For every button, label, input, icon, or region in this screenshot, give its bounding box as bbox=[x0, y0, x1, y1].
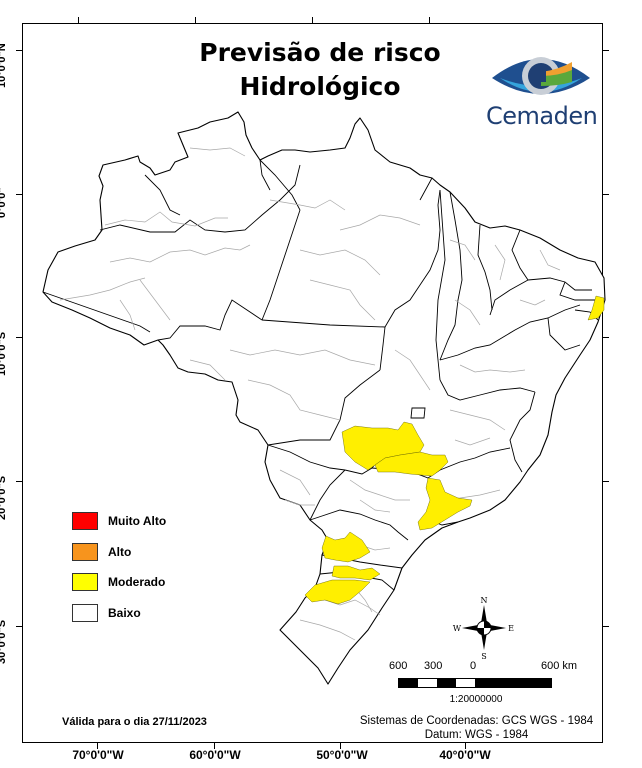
legend-item-alto: Alto bbox=[72, 537, 166, 568]
legend-item-baixo: Baixo bbox=[72, 598, 166, 629]
tick-right bbox=[603, 50, 609, 51]
longitude-label: 60°0'0"W bbox=[189, 748, 241, 762]
title-line-2: Hidrológico bbox=[239, 72, 401, 101]
legend-swatch bbox=[72, 512, 98, 531]
legend: Muito Alto Alto Moderado Baixo bbox=[72, 506, 166, 628]
legend-swatch bbox=[72, 573, 98, 592]
tick-top bbox=[195, 17, 196, 23]
legend-swatch bbox=[72, 603, 98, 622]
legend-item-muito-alto: Muito Alto bbox=[72, 506, 166, 537]
risk-area-moderado bbox=[341, 421, 425, 471]
legend-item-moderado: Moderado bbox=[72, 567, 166, 598]
tick-left bbox=[16, 626, 22, 627]
valid-date: Válida para o dia 27/11/2023 bbox=[62, 716, 207, 728]
brazil-outline bbox=[42, 111, 606, 685]
scale-ratio: 1:20000000 bbox=[449, 694, 503, 705]
compass-n: N bbox=[481, 596, 488, 605]
datum-text: Datum: WGS - 1984 bbox=[424, 729, 529, 741]
tick-bottom bbox=[97, 743, 98, 749]
title-line-1: Previsão de risco bbox=[199, 38, 441, 67]
legend-label: Muito Alto bbox=[108, 514, 167, 529]
legend-label: Alto bbox=[108, 544, 132, 559]
cemaden-logo: Cemaden bbox=[486, 48, 598, 136]
tick-left bbox=[16, 194, 22, 195]
tick-left bbox=[16, 337, 22, 338]
scale-bar: 600 300 0 600 km 1:20000000 bbox=[389, 660, 586, 705]
longitude-label: 50°0'0"W bbox=[316, 748, 368, 762]
scale-label: 300 bbox=[424, 660, 443, 672]
legend-swatch bbox=[72, 542, 98, 561]
tick-bottom bbox=[340, 743, 341, 749]
tick-top bbox=[312, 17, 313, 23]
compass-s: S bbox=[481, 652, 486, 660]
scale-bar-graphic bbox=[398, 678, 552, 688]
scale-label: 600 km bbox=[541, 660, 578, 672]
tick-right bbox=[603, 337, 609, 338]
coord-system-text: Sistemas de Coordenadas: GCS WGS - 1984 bbox=[359, 715, 594, 727]
tick-right bbox=[603, 626, 609, 627]
risk-area-moderado bbox=[587, 295, 605, 321]
tick-right bbox=[603, 194, 609, 195]
scale-label: 0 bbox=[470, 660, 477, 672]
risk-area-moderado bbox=[417, 477, 473, 531]
compass-w: W bbox=[453, 624, 462, 633]
tick-left bbox=[16, 481, 22, 482]
risk-area-moderado bbox=[321, 531, 371, 563]
risk-area-moderado bbox=[304, 579, 371, 605]
tick-bottom bbox=[214, 743, 215, 749]
tick-right bbox=[603, 481, 609, 482]
legend-label: Moderado bbox=[108, 575, 166, 590]
tick-top bbox=[78, 17, 79, 23]
longitude-label: 40°0'0"W bbox=[439, 748, 491, 762]
map-title: Previsão de risco Hidrológico bbox=[150, 36, 490, 104]
logo-text: Cemaden bbox=[486, 102, 598, 130]
risk-area-moderado bbox=[331, 565, 381, 581]
tick-bottom bbox=[465, 743, 466, 749]
coordinate-system: Sistemas de Coordenadas: GCS WGS - 1984 … bbox=[354, 714, 599, 742]
north-arrow-compass: N S W E bbox=[452, 594, 516, 661]
longitude-label: 70°0'0"W bbox=[72, 748, 124, 762]
tick-left bbox=[16, 50, 22, 51]
tick-top bbox=[429, 17, 430, 23]
risk-area-moderado bbox=[374, 451, 449, 477]
cemaden-eye-logo-icon bbox=[492, 57, 590, 95]
legend-label: Baixo bbox=[108, 605, 141, 620]
scale-label: 600 bbox=[389, 660, 408, 672]
compass-rose-icon: N S W E bbox=[453, 596, 514, 661]
compass-e: E bbox=[508, 624, 514, 633]
